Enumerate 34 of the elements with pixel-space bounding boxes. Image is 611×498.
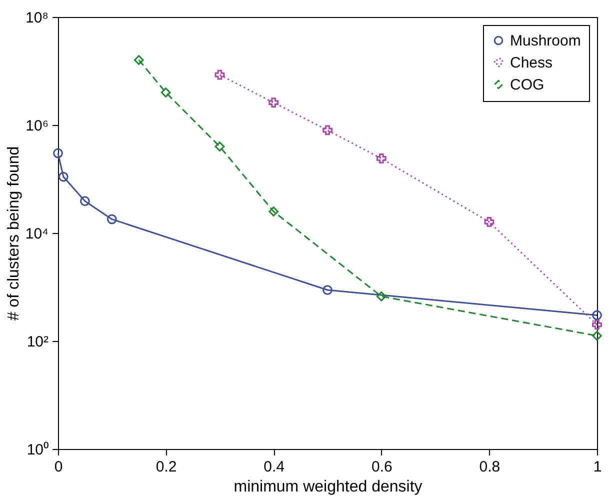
point	[134, 55, 144, 65]
x-tick-label: 1	[593, 458, 602, 476]
x-tick-label: 0.2	[156, 458, 177, 476]
x-tick-label: 0.6	[371, 458, 392, 476]
point	[58, 172, 68, 182]
point	[322, 285, 332, 295]
y-tick-label: 10⁸	[25, 10, 48, 26]
y-tick-label: 10⁶	[26, 118, 48, 134]
legend-label: COG	[510, 76, 544, 94]
point	[322, 125, 332, 136]
point	[53, 148, 63, 158]
point	[80, 196, 90, 206]
x-tick-label: 0.4	[264, 458, 285, 476]
point	[214, 142, 225, 152]
x-tick-label: 0	[54, 458, 63, 476]
legend-label: Chess	[510, 54, 553, 72]
y-tick-label: 10⁰	[26, 442, 48, 458]
point	[268, 206, 279, 216]
legend-label: Mushroom	[510, 32, 581, 50]
x-tick-label: 0.8	[479, 458, 500, 476]
point	[106, 214, 117, 224]
point	[160, 88, 171, 98]
y-tick-label: 10⁴	[25, 226, 48, 242]
point	[592, 330, 602, 341]
point	[592, 310, 602, 320]
x-axis-title: minimum weighted density	[234, 478, 422, 496]
point	[484, 217, 494, 227]
point	[268, 98, 279, 108]
point	[376, 291, 386, 302]
point	[592, 320, 602, 330]
point	[376, 154, 386, 164]
y-axis-title: # of clusters being found	[5, 146, 22, 321]
y-tick-label: 10²	[26, 334, 48, 350]
point	[214, 70, 225, 80]
